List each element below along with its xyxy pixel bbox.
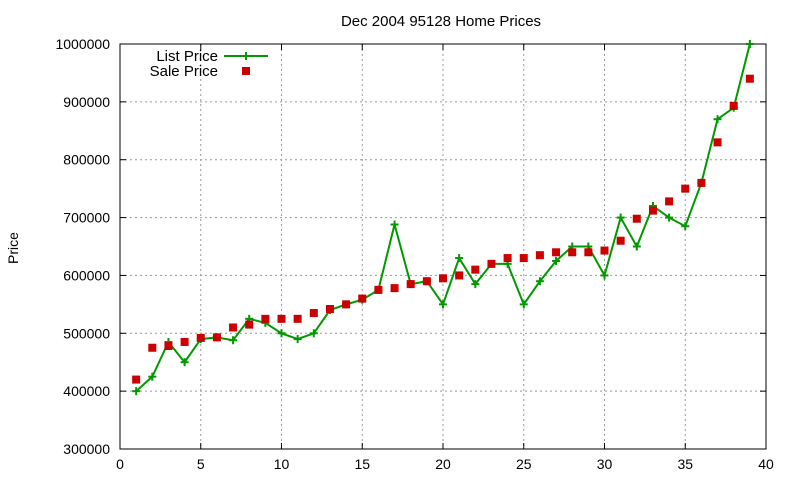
legend: List Price Sale Price [150,48,268,80]
data-point-list-price [600,271,609,280]
y-tick-label: 600000 [63,267,110,283]
data-point-sale-price [713,138,722,147]
data-point-sale-price [245,320,254,329]
data-point-sale-price [600,246,609,255]
x-tick-label: 25 [516,456,532,472]
data-point-list-price [229,336,238,345]
legend-swatches [224,52,268,75]
data-point-sale-price [212,333,221,342]
data-point-list-price [713,115,722,124]
y-tick-label: 700000 [63,210,110,226]
data-point-sale-price [503,254,512,263]
data-point-sale-price [229,323,238,332]
data-point-list-price [132,387,141,396]
data-point-sale-price [325,304,334,313]
data-point-sale-price [568,248,577,257]
data-point-sale-price [196,333,205,342]
x-tick-label: 10 [274,456,290,472]
y-tick-label: 500000 [63,325,110,341]
data-point-list-price [519,300,528,309]
data-point-list-price [309,329,318,338]
data-point-list-price [455,254,464,263]
plot-frame [119,43,767,450]
data-point-sale-price [342,300,351,309]
series-layer [132,40,754,396]
y-axis-ticks: 300000 400000 500000 600000 700000 800000 9000… [55,36,110,457]
chart-title: Dec 2004 95128 Home Prices [341,13,541,30]
data-point-sale-price [552,248,561,257]
y-axis-label: Price [5,232,21,264]
data-point-sale-price [681,184,690,193]
data-point-sale-price [148,343,157,352]
data-point-sale-price [277,314,286,323]
data-point-sale-price [535,251,544,260]
axes [119,43,767,450]
data-point-list-price [552,256,561,265]
data-point-sale-price [648,206,657,215]
y-tick-label: 400000 [63,383,110,399]
data-point-sale-price [471,265,480,274]
data-point-sale-price [293,314,302,323]
data-point-list-price [180,358,189,367]
data-point-sale-price [406,280,415,289]
data-point-sale-price [422,277,431,286]
data-point-sale-price [487,259,496,268]
data-point-sale-price [358,294,367,303]
data-point-sale-price [519,254,528,263]
x-tick-label: 35 [677,456,693,472]
x-tick-label: 15 [354,456,370,472]
data-point-sale-price [309,309,318,318]
x-tick-label: 0 [116,456,124,472]
legend-swatch-sale-price [242,67,250,75]
data-point-list-price [616,213,625,222]
data-point-sale-price [697,178,706,187]
x-tick-label: 30 [597,456,613,472]
data-point-list-price [681,222,690,231]
data-point-sale-price [374,285,383,294]
data-point-sale-price [390,284,399,293]
x-tick-label: 40 [758,456,774,472]
y-tick-label: 300000 [63,441,110,457]
data-point-sale-price [729,101,738,110]
data-point-sale-price [665,197,674,206]
data-point-sale-price [164,342,173,351]
data-point-list-price [745,40,754,48]
legend-label-list-price: List Price [156,48,218,65]
data-point-list-price [471,280,480,289]
data-point-list-price [535,277,544,286]
data-point-sale-price [745,74,754,83]
data-point-list-price [665,213,674,222]
data-point-list-price [632,242,641,251]
data-point-list-price [390,220,399,229]
y-tick-label: 800000 [63,152,110,168]
data-point-sale-price [616,236,625,245]
data-point-sale-price [455,271,464,280]
data-point-list-price [148,372,157,381]
x-axis-ticks: 0 5 10 15 20 25 30 35 40 [116,456,774,472]
data-point-sale-price [180,337,189,346]
data-point-list-price [293,335,302,344]
legend-label-sale-price: Sale Price [150,63,218,80]
data-point-sale-price [632,214,641,223]
data-point-sale-price [439,274,447,283]
data-point-sale-price [584,248,593,257]
y-tick-label: 900000 [63,94,110,110]
data-point-list-price [439,300,447,309]
x-tick-label: 5 [197,456,205,472]
x-tick-label: 20 [435,456,451,472]
y-tick-label: 1000000 [55,36,110,52]
data-point-sale-price [132,375,141,384]
data-point-sale-price [261,314,270,323]
data-point-list-price [277,329,286,338]
